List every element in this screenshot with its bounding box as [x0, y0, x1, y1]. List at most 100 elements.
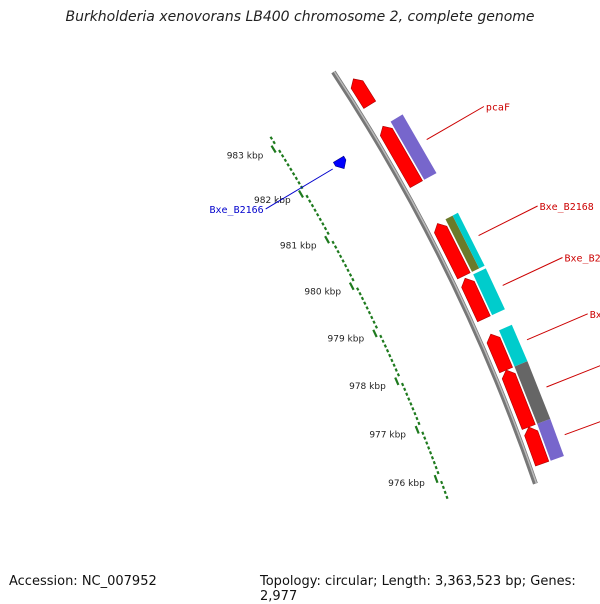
minor-tick	[385, 345, 386, 348]
minor-tick	[428, 447, 429, 450]
minor-tick	[287, 164, 289, 167]
minor-tick	[332, 241, 333, 244]
minor-tick	[402, 383, 403, 386]
minor-tick	[371, 316, 372, 319]
kbp-tick-label: 980 kbp	[304, 288, 341, 298]
gene-label[interactable]: Bxe_B2166	[210, 205, 264, 216]
minor-tick	[447, 496, 448, 499]
minor-tick	[373, 321, 374, 324]
gene-label-leader	[527, 314, 588, 340]
minor-tick	[298, 182, 300, 185]
minor-tick	[364, 302, 365, 305]
minor-tick	[273, 141, 275, 144]
kbp-tick-label: 981 kbp	[280, 242, 317, 252]
minor-tick	[376, 326, 377, 329]
gene-label[interactable]: Bxe_B2168	[540, 202, 594, 213]
minor-tick	[306, 195, 308, 198]
major-tick	[350, 283, 354, 290]
minor-tick	[293, 173, 295, 176]
kbp-tick-label: 977 kbp	[369, 430, 406, 440]
minor-tick	[418, 422, 419, 425]
minor-tick	[432, 456, 433, 459]
minor-tick	[441, 481, 442, 484]
minor-tick	[309, 200, 311, 203]
minor-tick	[394, 364, 395, 367]
minor-tick	[445, 491, 446, 494]
minor-tick	[443, 486, 444, 489]
minor-tick	[412, 407, 413, 410]
gene-label-leader	[547, 363, 600, 387]
chromosome-backbone-highlight	[334, 72, 536, 484]
kbp-tick-label: 976 kbp	[388, 479, 425, 489]
minor-tick	[438, 471, 439, 474]
minor-tick	[337, 250, 339, 253]
accession-text: Accession: NC_007952	[9, 574, 157, 589]
minor-tick	[296, 177, 298, 180]
minor-tick	[290, 168, 292, 171]
major-tick	[299, 191, 303, 198]
gene-label[interactable]: Bxe_B2169	[565, 254, 600, 265]
gene-label-leader	[427, 107, 484, 140]
minor-tick	[380, 335, 381, 338]
minor-tick	[408, 398, 409, 401]
gene-label[interactable]: pcaF	[486, 103, 510, 114]
minor-tick	[312, 204, 314, 207]
minor-tick	[325, 227, 327, 230]
minor-tick	[398, 374, 399, 377]
minor-tick	[396, 369, 397, 372]
kbp-tick-label: 979 kbp	[328, 335, 365, 345]
minor-tick	[389, 354, 390, 357]
minor-tick	[383, 340, 384, 343]
minor-tick	[436, 466, 437, 469]
minor-tick	[391, 359, 392, 362]
minor-tick	[282, 155, 284, 158]
minor-tick	[426, 442, 427, 445]
minor-tick	[404, 388, 405, 391]
minor-tick	[362, 297, 363, 300]
major-tick	[416, 426, 419, 433]
minor-tick	[422, 432, 423, 435]
kbp-tick-label: 983 kbp	[227, 152, 264, 162]
minor-tick	[359, 292, 360, 295]
major-tick	[435, 475, 438, 483]
minor-tick	[416, 417, 417, 420]
minor-tick	[414, 412, 415, 415]
minor-tick	[410, 403, 411, 406]
minor-tick	[320, 218, 321, 221]
minor-tick	[430, 451, 431, 454]
reverse-gene-arrow[interactable]	[333, 156, 346, 168]
gene-label-leader	[266, 169, 333, 209]
minor-tick	[322, 223, 323, 226]
kbp-tick-label: 978 kbp	[349, 382, 386, 392]
chromosome-backbone	[333, 72, 535, 484]
minor-tick	[345, 264, 346, 267]
tick-layer: 976 kbp 977 kbp 978 kbp 979 kbp 980 kbp 981 k…	[227, 137, 448, 499]
minor-tick	[314, 209, 316, 212]
minor-tick	[369, 311, 370, 314]
major-tick	[373, 330, 376, 337]
major-tick	[395, 378, 398, 385]
gene-label[interactable]: Bxe_B2170	[590, 310, 600, 321]
gene-label-leader	[479, 206, 538, 236]
minor-tick	[424, 437, 425, 440]
minor-tick	[347, 269, 348, 272]
minor-tick	[342, 260, 343, 263]
minor-tick	[271, 137, 273, 140]
minor-tick	[352, 278, 353, 281]
major-tick	[325, 236, 329, 243]
minor-tick	[367, 307, 368, 310]
gene-label-leader	[565, 412, 600, 435]
minor-tick	[350, 274, 351, 277]
minor-tick	[335, 246, 337, 249]
minor-tick	[406, 393, 407, 396]
minor-tick	[317, 214, 319, 217]
minor-tick	[387, 349, 388, 352]
minor-tick	[279, 150, 281, 153]
minor-tick	[357, 288, 358, 291]
minor-tick	[340, 255, 341, 258]
minor-tick	[285, 159, 287, 162]
gene-label-leader	[503, 258, 563, 286]
minor-tick	[327, 232, 329, 235]
major-tick	[272, 146, 276, 153]
